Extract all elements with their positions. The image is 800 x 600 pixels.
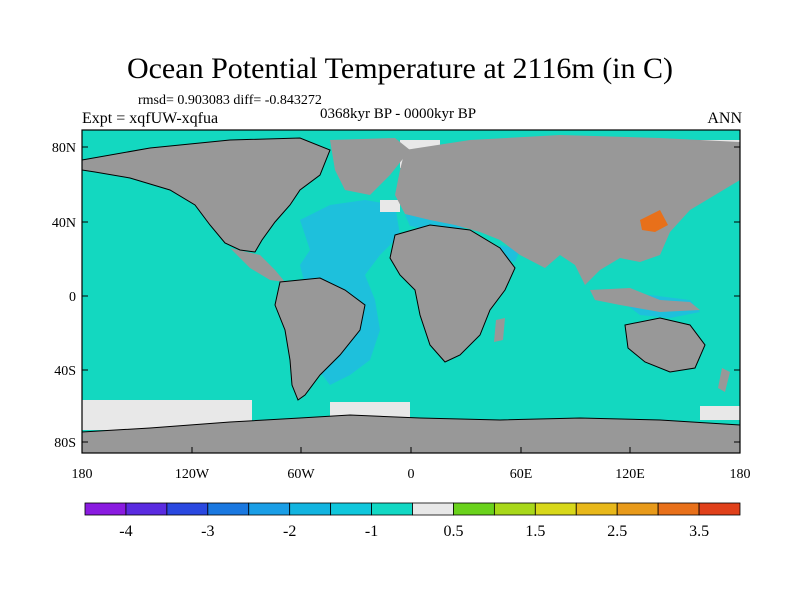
y-tick-label: 40S xyxy=(54,364,76,379)
x-tick-label: 180 xyxy=(730,467,751,482)
north-america xyxy=(82,138,330,252)
warm-anomaly-region xyxy=(640,210,668,232)
colorbar-swatch xyxy=(698,502,741,516)
y-axis: 80N 40N 0 40S 80S xyxy=(52,141,740,451)
y-tick-label: 0 xyxy=(69,290,76,305)
colorbar-swatch xyxy=(412,502,454,516)
colorbar-swatch xyxy=(575,502,618,516)
central-america xyxy=(230,248,285,282)
colorbar-swatch xyxy=(453,502,495,516)
southern-ocean-patch-atlantic xyxy=(330,402,410,418)
colorbar-label: -3 xyxy=(201,523,214,540)
experiment-label: Expt = xqfUW-xqfua xyxy=(82,110,219,127)
south-america xyxy=(275,278,365,400)
colorbar-label: -4 xyxy=(119,523,132,540)
season-label: ANN xyxy=(707,110,742,127)
colorbar-swatch xyxy=(493,502,536,516)
map-title: Ocean Potential Temperature at 2116m (in… xyxy=(126,52,674,85)
australia xyxy=(625,318,705,372)
colorbar-swatch xyxy=(371,502,413,516)
colorbar-label: 2.5 xyxy=(607,523,627,540)
antarctica xyxy=(82,415,740,453)
x-tick-label: 60E xyxy=(510,467,533,482)
y-tick-label: 80N xyxy=(52,141,76,156)
colorbar-label: 1.5 xyxy=(525,523,545,540)
land-masses xyxy=(82,135,740,453)
x-axis: 180 120W 60W 0 60E 120E 180 xyxy=(72,447,751,482)
madagascar xyxy=(494,318,505,342)
x-tick-label: 60W xyxy=(287,467,315,482)
x-tick-label: 120W xyxy=(175,467,210,482)
x-tick-label: 180 xyxy=(72,467,93,482)
x-tick-label: 120E xyxy=(615,467,645,482)
map-field xyxy=(82,130,740,453)
colorbar-swatch xyxy=(166,502,209,516)
period-label: 0368kyr BP - 0000kyr BP xyxy=(320,106,477,122)
north-atlantic-patch xyxy=(380,200,400,212)
colorbar-swatch xyxy=(125,502,168,516)
colorbar-label: -2 xyxy=(283,523,296,540)
colorbar-label: 3.5 xyxy=(689,523,709,540)
y-tick-label: 40N xyxy=(52,216,76,231)
y-tick-label: 80S xyxy=(54,436,76,451)
colorbar-swatch xyxy=(534,502,577,516)
colorbar-swatch xyxy=(616,502,659,516)
africa xyxy=(390,225,515,362)
coastlines xyxy=(82,137,740,433)
stats-line: rmsd= 0.903083 diff= -0.843272 xyxy=(138,93,322,108)
colorbar-swatch xyxy=(289,502,332,516)
colorbar xyxy=(84,502,741,516)
colorbar-swatch xyxy=(207,502,250,516)
colorbar-label: -1 xyxy=(365,523,378,540)
eurasia xyxy=(395,135,740,285)
indonesia xyxy=(590,288,700,312)
new-zealand xyxy=(718,368,730,392)
greenland xyxy=(330,138,410,195)
colorbar-swatch xyxy=(330,502,372,516)
colorbar-swatch xyxy=(248,502,291,516)
colorbar-labels: -4 -3 -2 -1 0.5 1.5 2.5 3.5 xyxy=(119,523,709,540)
colorbar-label: 0.5 xyxy=(443,523,463,540)
southern-ocean-patch-east xyxy=(700,406,740,420)
x-tick-label: 0 xyxy=(408,467,415,482)
atlantic-anomaly-region xyxy=(300,200,400,385)
colorbar-swatch xyxy=(657,502,700,516)
colorbar-swatch xyxy=(84,502,127,516)
